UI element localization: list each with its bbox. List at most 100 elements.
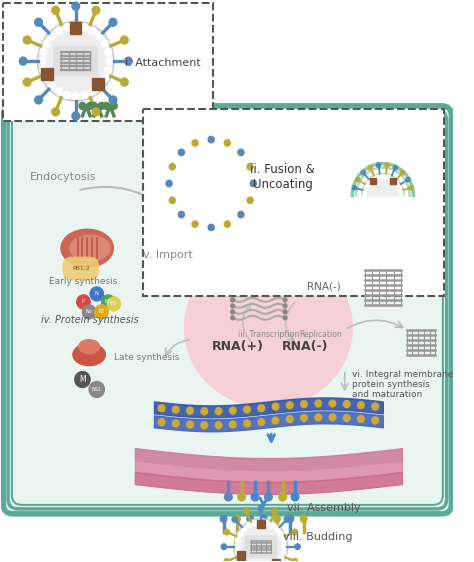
Circle shape [232,166,237,173]
Circle shape [201,208,207,214]
Circle shape [190,201,195,206]
Circle shape [89,382,104,397]
Circle shape [301,401,307,407]
Circle shape [286,402,293,409]
Circle shape [270,523,275,528]
Circle shape [201,153,207,159]
Circle shape [90,287,103,301]
Circle shape [231,286,235,290]
Ellipse shape [73,344,105,365]
Circle shape [215,208,221,214]
Text: NO: NO [104,300,112,305]
Circle shape [357,415,365,423]
Circle shape [182,188,188,193]
Circle shape [190,161,195,166]
Circle shape [35,96,42,104]
FancyBboxPatch shape [3,3,213,121]
Circle shape [238,532,243,537]
Circle shape [221,544,227,550]
Circle shape [392,178,395,182]
Circle shape [286,416,293,423]
Circle shape [409,185,413,190]
Circle shape [64,24,71,31]
Circle shape [96,33,103,40]
Circle shape [105,48,111,56]
Circle shape [224,529,229,535]
Text: viii. Budding: viii. Budding [283,532,352,542]
Circle shape [406,178,410,182]
Circle shape [387,175,391,179]
Circle shape [244,509,249,514]
Circle shape [19,57,27,65]
Circle shape [43,75,50,82]
Circle shape [352,185,356,190]
Circle shape [209,209,214,214]
Circle shape [201,422,208,429]
Circle shape [301,515,307,522]
Circle shape [89,88,96,95]
Text: P2: P2 [99,309,104,314]
Circle shape [279,556,283,561]
Text: PB1,2: PB1,2 [72,266,90,271]
Circle shape [260,515,267,522]
Circle shape [79,102,86,110]
Text: Endocytosis: Endocytosis [30,173,97,183]
Circle shape [224,221,230,227]
Circle shape [393,165,397,170]
Circle shape [43,40,50,47]
Text: ii. Fusion &
Uncoating: ii. Fusion & Uncoating [250,162,315,191]
Circle shape [225,493,232,501]
Circle shape [187,421,193,428]
Circle shape [279,493,286,501]
Circle shape [234,188,240,193]
Circle shape [73,22,79,30]
Circle shape [236,538,240,543]
Circle shape [75,371,90,387]
Circle shape [247,515,254,522]
Bar [183,189,192,198]
Circle shape [231,280,235,284]
Circle shape [399,189,402,193]
Circle shape [182,180,187,187]
Circle shape [215,153,221,159]
Circle shape [201,408,208,415]
Circle shape [236,551,240,555]
Circle shape [368,165,373,170]
Circle shape [192,221,198,227]
Circle shape [92,6,100,14]
Circle shape [244,406,250,413]
Circle shape [400,193,403,197]
FancyBboxPatch shape [193,171,229,196]
Circle shape [283,298,287,302]
Circle shape [275,527,280,532]
Ellipse shape [70,235,110,261]
Circle shape [158,405,165,412]
Circle shape [187,407,193,414]
Circle shape [229,407,236,414]
Circle shape [81,92,88,98]
Circle shape [292,529,298,535]
Circle shape [109,96,117,104]
Circle shape [283,316,287,320]
Circle shape [238,493,246,501]
Circle shape [246,523,251,528]
Circle shape [258,505,264,511]
Circle shape [264,493,272,501]
Circle shape [87,102,93,110]
Circle shape [178,211,184,217]
Circle shape [110,102,117,110]
Circle shape [120,36,128,44]
Circle shape [258,405,264,412]
Text: RNA(+): RNA(+) [212,339,264,353]
Circle shape [397,184,401,188]
Circle shape [40,48,47,56]
Bar [207,153,216,162]
Bar [224,197,234,207]
Circle shape [231,298,235,302]
Circle shape [258,520,263,525]
Circle shape [272,403,279,410]
Circle shape [385,163,389,167]
Circle shape [273,515,280,522]
Circle shape [371,178,374,182]
Circle shape [235,180,241,187]
